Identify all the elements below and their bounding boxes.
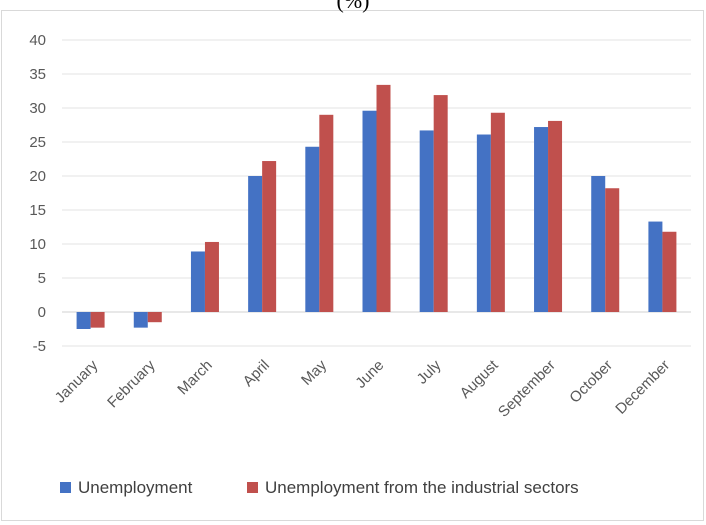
bar-unemployment [476, 134, 491, 312]
x-tick-label: October [566, 357, 616, 407]
x-tick-label: March [174, 357, 215, 398]
y-tick-label: -5 [33, 338, 46, 355]
chart-frame [1, 10, 704, 521]
y-tick-label: 35 [29, 66, 46, 83]
bar-unemployment [419, 130, 434, 312]
y-tick-label: 40 [29, 32, 46, 49]
bar-industrial-unemployment [376, 84, 391, 312]
y-tick-label: 0 [38, 304, 46, 321]
bar-industrial-unemployment [548, 120, 563, 312]
y-tick-label: 25 [29, 134, 46, 151]
x-tick-label: December [612, 357, 673, 418]
bar-industrial-unemployment [90, 312, 105, 328]
x-tick-label: August [457, 356, 503, 402]
legend-swatch-industrial [247, 482, 258, 493]
x-tick-label: May [298, 356, 330, 388]
bar-unemployment [591, 176, 606, 312]
bar-industrial-unemployment [662, 231, 677, 312]
bar-unemployment [76, 312, 91, 329]
y-tick-label: 5 [38, 270, 46, 287]
bar-industrial-unemployment [262, 161, 277, 312]
y-tick-label: 20 [29, 168, 46, 185]
bar-unemployment [534, 127, 549, 312]
bar-unemployment [248, 176, 263, 312]
chart-title: (%) [337, 0, 370, 13]
bar-unemployment [648, 221, 663, 312]
y-tick-label: 15 [29, 202, 46, 219]
bar-unemployment [190, 251, 205, 312]
y-tick-label: 30 [29, 100, 46, 117]
bar-industrial-unemployment [433, 95, 448, 312]
bar-unemployment [362, 110, 377, 312]
bar-industrial-unemployment [490, 112, 505, 312]
x-tick-label: January [52, 356, 102, 406]
bar-industrial-unemployment [605, 188, 620, 312]
legend-label-unemployment: Unemployment [78, 478, 193, 497]
x-tick-label: April [240, 357, 273, 390]
bar-unemployment [133, 312, 148, 328]
bar-industrial-unemployment [319, 114, 334, 312]
y-tick-label: 10 [29, 236, 46, 253]
legend-label-industrial: Unemployment from the industrial sectors [265, 478, 579, 497]
x-tick-label: February [104, 356, 159, 411]
x-tick-label: September [495, 357, 559, 421]
bar-industrial-unemployment [147, 312, 162, 323]
bar-unemployment [305, 146, 320, 312]
legend-swatch-unemployment [60, 482, 71, 493]
x-tick-label: June [352, 357, 387, 392]
x-tick-label: July [414, 356, 445, 387]
bar-industrial-unemployment [204, 241, 219, 312]
